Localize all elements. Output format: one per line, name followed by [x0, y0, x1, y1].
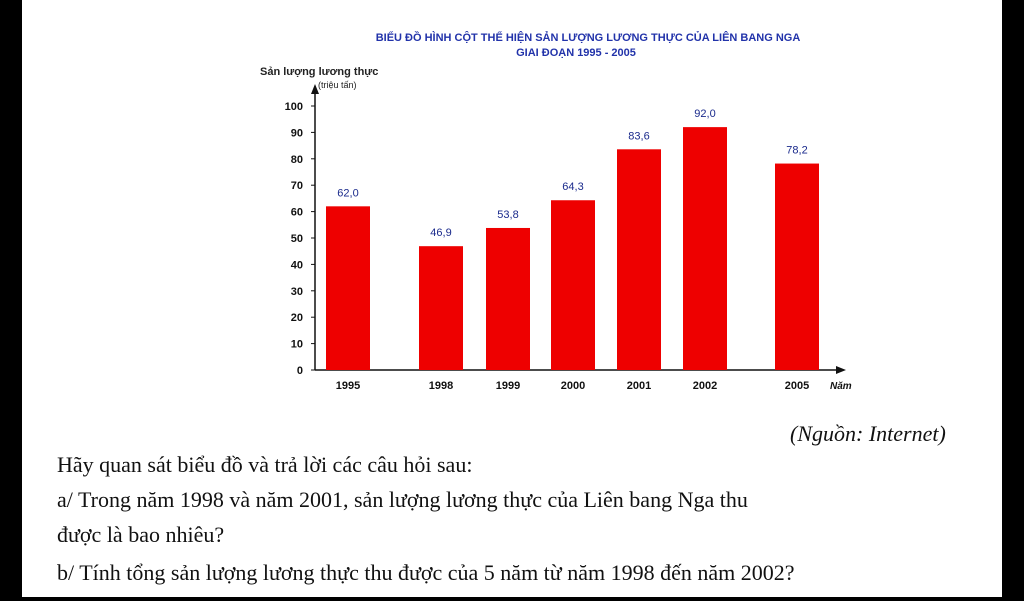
data-label-2001: 83,6 — [628, 130, 649, 142]
y-tick-label: 30 — [291, 286, 303, 298]
y-tick-label: 90 — [291, 127, 303, 139]
questions-intro: Hãy quan sát biểu đồ và trả lời các câu … — [57, 452, 473, 477]
y-tick-label: 0 — [297, 365, 303, 377]
bar-2002 — [683, 127, 727, 371]
x-tick-label-2000: 2000 — [561, 380, 585, 392]
y-tick-label: 10 — [291, 339, 303, 351]
x-tick-label-2002: 2002 — [693, 380, 717, 392]
data-label-1995: 62,0 — [337, 187, 358, 199]
x-tick-label-1998: 1998 — [429, 380, 453, 392]
bar-2000 — [551, 200, 595, 370]
chart-title-line-2: GIAI ĐOẠN 1995 - 2005 — [516, 47, 636, 59]
x-axis-arrow — [836, 366, 846, 374]
left-border — [0, 0, 22, 601]
bar-1995 — [326, 206, 370, 370]
y-axis-unit: (triệu tấn) — [318, 80, 357, 90]
question-a-line-1: a/ Trong năm 1998 và năm 2001, sản lượng… — [57, 487, 748, 512]
data-label-1999: 53,8 — [497, 209, 518, 221]
bar-chart: BIỂU ĐỒ HÌNH CỘT THỂ HIỆN SẢN LƯỢNG LƯƠN… — [260, 31, 852, 392]
bar-2005 — [775, 163, 819, 370]
bar-1998 — [419, 246, 463, 370]
bar-1999 — [486, 227, 530, 370]
y-axis-label: Sản lượng lương thực — [260, 66, 378, 78]
data-label-1998: 46,9 — [430, 227, 451, 239]
source-note: (Nguồn: Internet) — [790, 421, 946, 446]
data-label-2005: 78,2 — [786, 145, 807, 157]
x-axis-label: Năm — [830, 381, 852, 392]
x-tick-label-1999: 1999 — [496, 380, 520, 392]
y-tick-label: 60 — [291, 207, 303, 219]
chart-title-line-1: BIỂU ĐỒ HÌNH CỘT THỂ HIỆN SẢN LƯỢNG LƯƠN… — [376, 31, 801, 44]
y-tick-label: 100 — [285, 101, 303, 113]
x-tick-label-1995: 1995 — [336, 380, 360, 392]
question-a-line-2: được là bao nhiêu? — [57, 522, 225, 547]
y-tick-label: 50 — [291, 233, 303, 245]
y-tick-label: 70 — [291, 180, 303, 192]
bottom-border — [22, 597, 1002, 601]
y-tick-label: 20 — [291, 312, 303, 324]
question-b: b/ Tính tổng sản lượng lương thực thu đư… — [57, 560, 795, 585]
bar-2001 — [617, 149, 661, 370]
right-border — [1002, 0, 1024, 601]
data-label-2002: 92,0 — [694, 108, 715, 120]
y-axis-arrow — [311, 84, 319, 94]
y-tick-label: 80 — [291, 154, 303, 166]
x-tick-label-2001: 2001 — [627, 380, 651, 392]
x-tick-label-2005: 2005 — [785, 380, 809, 392]
y-tick-label: 40 — [291, 259, 303, 271]
data-label-2000: 64,3 — [562, 181, 583, 193]
